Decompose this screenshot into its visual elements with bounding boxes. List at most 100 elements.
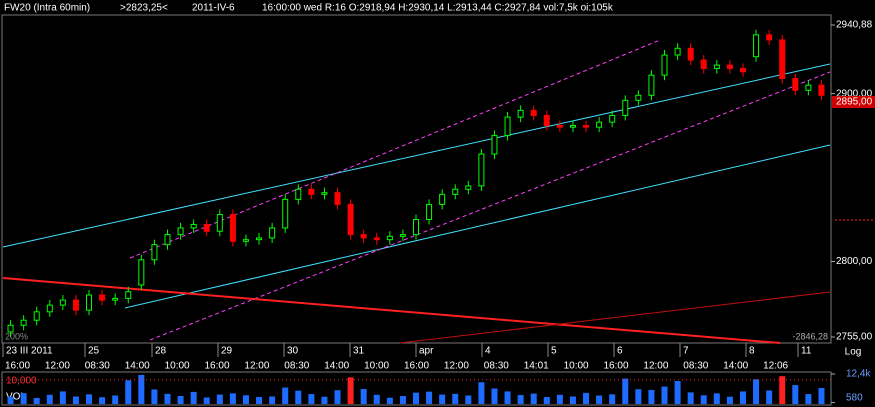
volume-bar (112, 395, 119, 404)
y-tick-label: 2800,00 (836, 256, 873, 267)
last-price-box (832, 96, 875, 109)
y-tick-label: 2900,00 (836, 88, 873, 99)
time-label: 12:06 (763, 361, 788, 372)
candle-body (269, 227, 276, 239)
y-tick-label: 2755,00 (836, 332, 873, 343)
candle-body (112, 297, 119, 301)
volume-bar (347, 377, 354, 404)
volume-bar (530, 393, 537, 404)
candle-body (700, 59, 707, 69)
candle-body (766, 34, 773, 41)
volume-bar (229, 393, 236, 404)
candle-body (347, 203, 354, 236)
volume-bar (635, 389, 642, 404)
volume-frame (1, 371, 832, 406)
date-label: 11 (801, 346, 812, 357)
candle-body (256, 237, 263, 241)
candle-body (792, 78, 799, 91)
date-label: 8 (749, 346, 755, 357)
volume-bar (295, 390, 302, 404)
date-label: 4 (485, 346, 491, 357)
candle-body (138, 259, 145, 286)
candle-body (413, 219, 419, 236)
candle-body (20, 319, 27, 326)
volume-bar (792, 385, 799, 404)
trend-line (2, 277, 781, 344)
candle-body (805, 84, 812, 91)
volume-bar (99, 397, 106, 404)
candle-body (635, 94, 642, 101)
volume-bar (491, 388, 498, 404)
candle-body (622, 99, 629, 116)
volume-marker-label: 10,000 (6, 376, 37, 387)
date-label: 31 (353, 346, 365, 357)
time-label: 14:00 (125, 361, 150, 372)
volume-bar (517, 395, 524, 404)
candle-body (530, 109, 537, 116)
candle-body (334, 192, 341, 205)
volume-bar (543, 396, 550, 404)
candle-body (86, 294, 93, 311)
volume-bar (216, 394, 223, 404)
time-label: 16:00 (5, 361, 30, 372)
trend-line (399, 291, 831, 344)
time-label: 14:00 (324, 361, 349, 372)
date: 2011-IV-6 (192, 3, 235, 14)
volume-bar (622, 378, 629, 404)
candle-body (818, 84, 825, 96)
candle-body (713, 64, 720, 69)
candle-body (295, 188, 302, 200)
last-price-label: 2895,00 (836, 97, 873, 108)
candle-body (517, 109, 524, 118)
time-label: 16:00 (604, 361, 629, 372)
candle-body (216, 213, 223, 232)
candle-body (399, 234, 406, 237)
candle-body (203, 224, 210, 232)
volume-bar (426, 391, 433, 404)
date-label: apr (419, 346, 434, 357)
candle-body (491, 135, 498, 155)
volume-bar (700, 395, 707, 404)
volume-bar (818, 388, 825, 404)
candle-body (674, 47, 681, 56)
candle-body (556, 125, 563, 128)
candle-body (753, 34, 760, 58)
volume-bar (583, 392, 590, 404)
date-label: 28 (155, 346, 167, 357)
date-label: 25 (88, 346, 100, 357)
candle-body (609, 114, 616, 123)
candle-body (596, 121, 603, 128)
candle-body (687, 47, 694, 61)
volume-bar (334, 390, 341, 404)
volume-bar (713, 393, 720, 404)
volume-bar (674, 381, 681, 404)
candle-body (33, 311, 40, 321)
time-label: 08:30 (284, 361, 309, 372)
time-label: 14:01 (524, 361, 549, 372)
candle-body (661, 54, 668, 76)
volume-bar (726, 396, 733, 404)
volume-bar (413, 392, 419, 404)
candle-body (452, 188, 459, 195)
volume-bar (269, 396, 276, 404)
volume-label: VOL (6, 392, 26, 403)
volume-bar (256, 396, 263, 404)
volume-bar (609, 394, 616, 404)
volume-bar (556, 394, 563, 404)
volume-bar (177, 396, 184, 404)
candle-body (543, 114, 550, 127)
date-label: 30 (287, 346, 299, 357)
volume-bar (465, 395, 472, 404)
time-label: 14:00 (723, 361, 748, 372)
candle-body (321, 192, 328, 195)
candle-body (726, 64, 733, 69)
volume-bar (439, 394, 446, 404)
time-label: 08:30 (85, 361, 110, 372)
time-label: 12:00 (45, 361, 70, 372)
channel-line (129, 39, 661, 259)
volume-bar (596, 395, 603, 404)
time-label: 16:00 (205, 361, 230, 372)
